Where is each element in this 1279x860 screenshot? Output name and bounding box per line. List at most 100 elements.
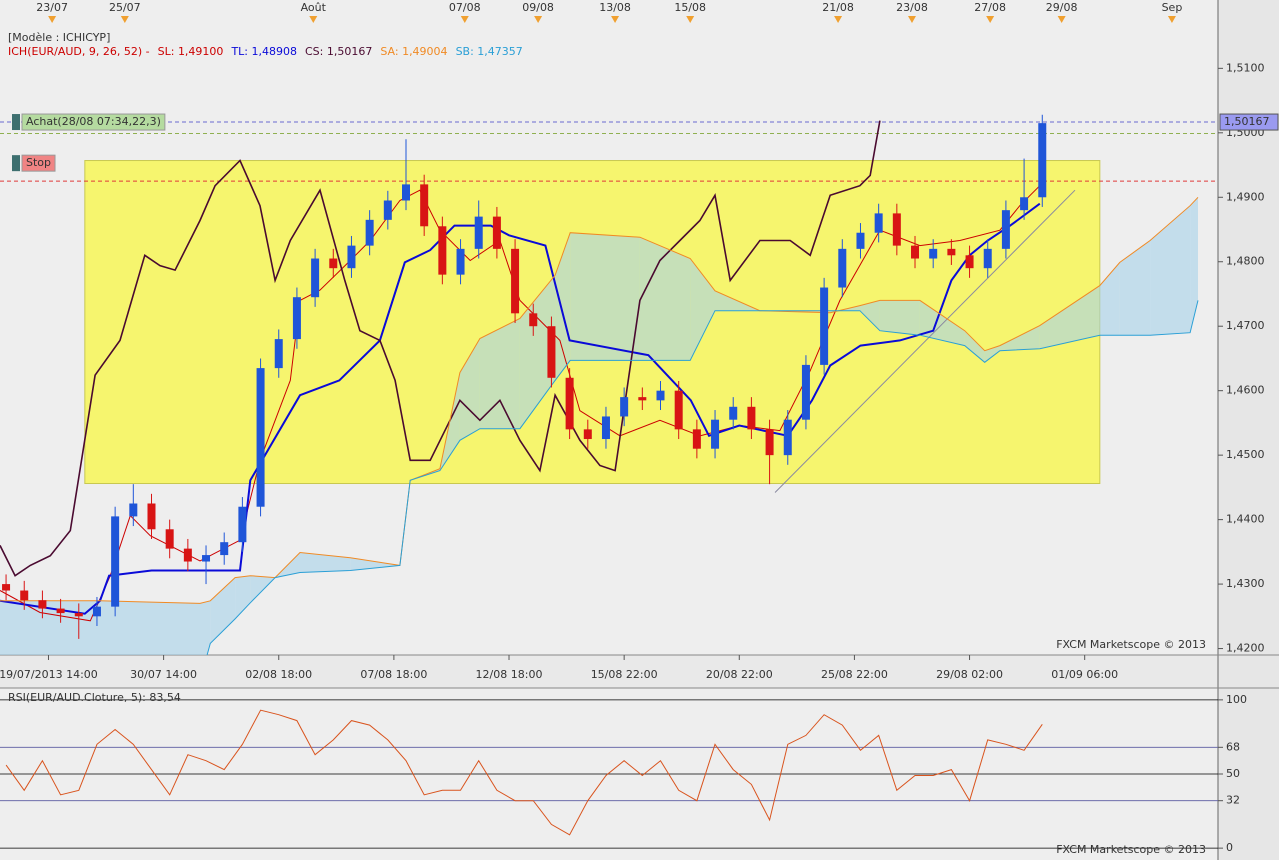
y-tick-label: 1,4200 <box>1226 642 1265 655</box>
x-tick-label: 12/08 18:00 <box>476 668 543 681</box>
indicator-label: ICH(EUR/AUD, 9, 26, 52) - <box>8 45 150 58</box>
y-tick-label: 50 <box>1226 767 1240 780</box>
level-marker <box>12 114 20 131</box>
event-marker <box>907 16 916 23</box>
indicator-line <box>0 202 1041 615</box>
cloud-segment <box>1190 197 1198 333</box>
event-marker <box>1167 16 1176 23</box>
candle-body <box>620 397 629 417</box>
x-tick-label: 29/08 02:00 <box>936 668 1003 681</box>
event-marker <box>534 16 543 23</box>
event-marker <box>460 16 469 23</box>
candle-body <box>601 416 610 440</box>
candle-body <box>511 248 520 314</box>
event-label: 27/08 <box>974 1 1006 14</box>
candle-body <box>929 248 938 259</box>
event-label: 13/08 <box>599 1 631 14</box>
candle-body <box>892 213 901 246</box>
price-tag <box>1219 113 1279 131</box>
cloud-segment <box>690 258 715 361</box>
candle-body <box>202 555 211 562</box>
event-marker <box>986 16 995 23</box>
candle-body <box>329 258 338 269</box>
x-tick-label: 30/07 14:00 <box>130 668 197 681</box>
candle-body <box>638 397 647 401</box>
candle-body <box>38 600 47 609</box>
candle-body <box>874 213 883 233</box>
candle-body <box>456 248 465 275</box>
cloud-segment <box>235 575 251 619</box>
cloud-segment <box>519 275 556 429</box>
level-label: Achat(28/08 07:34,22,3) <box>26 115 161 128</box>
candle-body <box>2 584 11 591</box>
event-label: 29/08 <box>1046 1 1078 14</box>
candle-body <box>747 406 756 430</box>
candle-body <box>383 200 392 220</box>
candle-body <box>674 390 683 430</box>
candle-body <box>692 429 701 449</box>
x-tick-label: 01/09 06:00 <box>1051 668 1118 681</box>
candle-body <box>220 542 229 556</box>
candle-body <box>711 419 720 449</box>
x-tick-label: 07/08 18:00 <box>360 668 427 681</box>
candle-body <box>765 429 774 456</box>
line <box>5 709 1043 836</box>
y-tick-label: 100 <box>1226 693 1247 706</box>
event-label: 09/08 <box>522 1 554 14</box>
candle-body <box>583 429 592 440</box>
cloud-segment <box>570 232 640 361</box>
event-label: 23/08 <box>896 1 928 14</box>
candle-body <box>474 216 483 249</box>
event-label: 21/08 <box>822 1 854 14</box>
trendline <box>774 189 1076 493</box>
x-tick-label: 19/07/2013 14:00 <box>0 668 98 681</box>
cloud-segment <box>639 237 691 361</box>
cloud-segment <box>1150 205 1191 336</box>
candle-body <box>92 606 101 617</box>
candle-body <box>347 245 356 269</box>
indicator-line <box>0 120 881 577</box>
indicator-line <box>206 300 1199 655</box>
cloud-segment <box>210 577 236 644</box>
cloud-segment <box>1119 240 1151 336</box>
candle-body <box>56 608 65 614</box>
y-tick-label: 68 <box>1226 740 1240 753</box>
level-label: Stop <box>26 156 51 169</box>
x-tick-label: 20/08 22:00 <box>706 668 773 681</box>
event-marker <box>48 16 57 23</box>
legend-entry: SA: 1,49004 <box>380 45 447 58</box>
x-tick-label: 15/08 22:00 <box>591 668 658 681</box>
candle-body <box>838 248 847 288</box>
cloud-segment <box>100 600 200 655</box>
event-marker <box>309 16 318 23</box>
legend: ICH(EUR/AUD, 9, 26, 52) - SL: 1,49100 TL: … <box>8 45 523 58</box>
plot-area <box>0 114 1218 655</box>
candle-body <box>492 216 501 249</box>
candle-body <box>783 419 792 456</box>
candle-body <box>111 516 120 607</box>
event-label: 23/07 <box>36 1 68 14</box>
axis-strip <box>1218 0 1279 860</box>
cloud-segment <box>859 300 880 331</box>
event-marker <box>1057 16 1066 23</box>
y-tick-label: 1,4700 <box>1226 319 1265 332</box>
cloud-segment <box>200 600 211 655</box>
event-label: 15/08 <box>674 1 706 14</box>
watermark: FXCM Marketscope © 2013 <box>1056 638 1206 651</box>
candle-body <box>292 297 301 340</box>
level-marker <box>12 155 20 172</box>
event-marker <box>611 16 620 23</box>
candle-body <box>529 313 538 327</box>
cloud-segment <box>964 330 985 363</box>
candle-body <box>820 287 829 365</box>
candle-body <box>420 184 429 227</box>
plot-area <box>0 699 1218 849</box>
candle-body <box>129 503 138 517</box>
cloud-segment <box>999 325 1040 351</box>
candle-body <box>165 529 174 549</box>
candle-body <box>856 232 865 249</box>
cloud-segment <box>919 300 965 346</box>
level-label-box <box>21 113 166 131</box>
panel-title: RSI(EUR/AUD.Cloture, 5): 83,54 <box>8 691 181 704</box>
